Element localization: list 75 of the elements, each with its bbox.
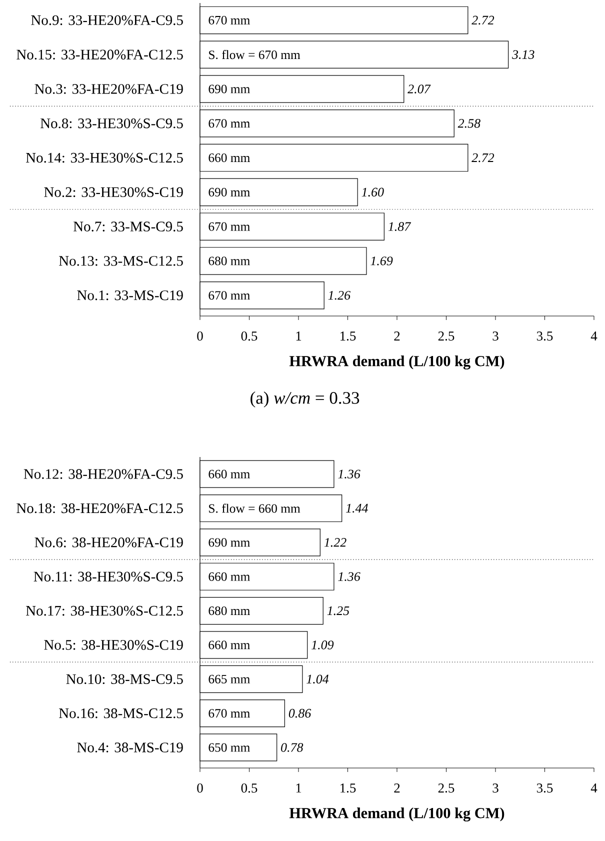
- y-tick-label: No.11: 38-HE30%S-C9.5: [34, 572, 183, 582]
- data-label: 2.07: [408, 84, 431, 94]
- data-label: 2.72: [472, 153, 494, 162]
- annotation: 670 mm: [208, 119, 250, 128]
- annotation: 660 mm: [208, 640, 250, 650]
- y-tick-label: No.9: 33-HE20%FA-C9.5: [31, 15, 183, 26]
- annotation: 690 mm: [208, 188, 250, 196]
- annotation: 660 mm: [208, 470, 250, 478]
- data-label: 1.36: [338, 572, 360, 582]
- data-label: 1.60: [362, 188, 384, 197]
- x-tick-label: 3.5: [536, 332, 553, 341]
- y-tick-label: No.4: 38-MS-C19: [77, 742, 183, 752]
- x-tick-label: 1: [296, 332, 302, 340]
- annotation: S. flow = 660 mm: [209, 504, 300, 513]
- x-axis-title: HRWRA demand (L/100 kg CM): [289, 356, 504, 370]
- y-tick-label: No.1: 33-MS-C19: [77, 290, 183, 300]
- x-tick-label: 0.5: [241, 784, 258, 793]
- y-tick-label: No.13: 33-MS-C12.5: [59, 256, 183, 266]
- data-label: 1.36: [338, 470, 360, 478]
- annotation: 665 mm: [208, 674, 250, 684]
- data-label: 2.58: [458, 118, 480, 128]
- text: (a) w/cm = 0.33: [250, 392, 360, 408]
- annotation: 670 mm: [208, 709, 250, 718]
- y-tick-label: No.3: 33-HE20%FA-C19: [34, 84, 183, 94]
- data-label: 1.22: [324, 538, 346, 547]
- data-label: 1.87: [388, 222, 412, 231]
- data-label: 3.13: [512, 50, 534, 59]
- data-label: 1.04: [306, 674, 329, 684]
- x-tick-label: 4: [590, 332, 598, 340]
- data-label: 0.86: [288, 708, 312, 718]
- annotation: 670 mm: [208, 291, 250, 300]
- data-label: 2.72: [472, 16, 494, 25]
- y-tick-label: No.5: 38-HE30%S-C19: [44, 640, 183, 650]
- x-tick-label: 3: [492, 784, 498, 793]
- x-tick-label: 1.5: [340, 332, 356, 341]
- y-tick-label: No.18: 38-HE20%FA-C12.5: [16, 503, 183, 514]
- x-tick-label: 1: [296, 784, 302, 792]
- x-tick-label: 2: [394, 332, 400, 340]
- y-tick-label: No.7: 33-MS-C9.5: [74, 222, 183, 232]
- annotation: S. flow = 670 mm: [209, 50, 300, 60]
- annotation: 680 mm: [208, 256, 250, 266]
- x-tick-label: 3.5: [536, 784, 553, 793]
- y-tick-label: No.6: 38-HE20%FA-C19: [34, 538, 183, 548]
- data-label: 1.44: [346, 504, 368, 513]
- x-tick-label: 0: [197, 784, 203, 793]
- y-tick-label: No.14: 33-HE30%S-C12.5: [26, 152, 183, 163]
- y-tick-label: No.16: 38-MS-C12.5: [59, 708, 183, 718]
- data-label: 1.09: [312, 640, 334, 650]
- annotation: 670 mm: [208, 222, 250, 231]
- x-tick-label: 3: [492, 332, 498, 341]
- annotation: 690 mm: [208, 84, 250, 94]
- data-label: 1.26: [328, 290, 350, 300]
- annotation: 660 mm: [208, 572, 250, 581]
- annotation: 670 mm: [208, 16, 250, 24]
- annotation: 650 mm: [208, 743, 250, 752]
- annotation: 690 mm: [208, 538, 250, 547]
- x-axis-title: HRWRA demand (L/100 kg CM): [289, 808, 504, 822]
- y-tick-label: No.17: 38-HE30%S-C12.5: [26, 606, 183, 616]
- y-tick-label: No.15: 33-HE20%FA-C12.5: [16, 50, 183, 60]
- x-tick-label: 1.5: [340, 784, 356, 793]
- x-tick-label: 4: [590, 784, 598, 792]
- y-tick-label: No.12: 38-HE20%FA-C9.5: [24, 469, 183, 480]
- y-tick-label: No.10: 38-MS-C9.5: [66, 674, 183, 684]
- annotation: 660 mm: [208, 153, 250, 162]
- data-label: 1.69: [370, 256, 393, 266]
- x-tick-label: 2.5: [438, 332, 454, 341]
- data-label: 1.25: [327, 606, 350, 616]
- x-tick-label: 0.5: [241, 332, 258, 341]
- y-tick-label: No.2: 33-HE30%S-C19: [44, 187, 183, 198]
- data-label: 0.78: [281, 743, 304, 752]
- annotation: 680 mm: [208, 606, 250, 616]
- x-tick-label: 2: [394, 784, 400, 792]
- x-tick-label: 2.5: [438, 784, 454, 793]
- y-tick-label: No.8: 33-HE30%S-C9.5: [40, 118, 183, 128]
- x-tick-label: 0: [197, 332, 203, 341]
